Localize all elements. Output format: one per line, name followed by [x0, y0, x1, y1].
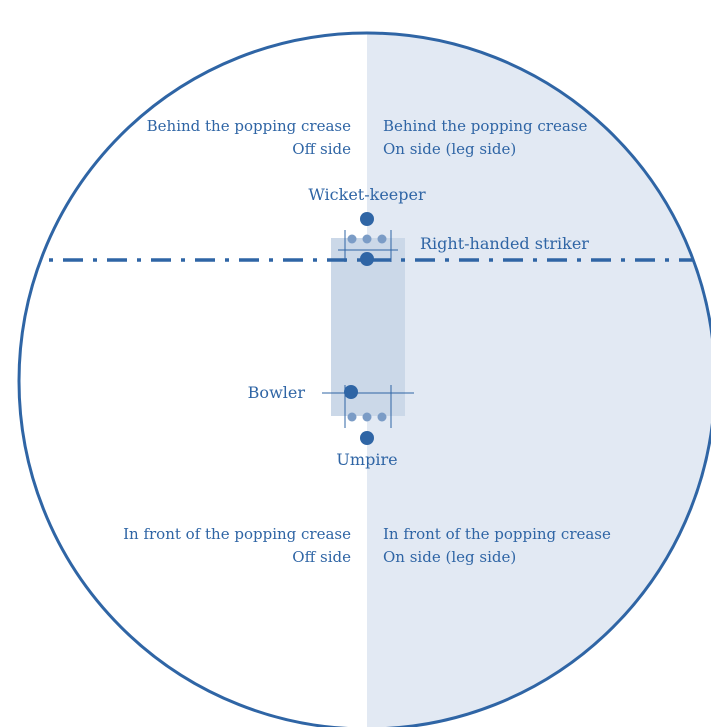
top-right-label-line1: Behind the popping crease: [383, 117, 587, 135]
top-left-label-line2: Off side: [292, 140, 351, 158]
on-side-shading: [367, 33, 711, 727]
pitch: [331, 238, 405, 416]
striker-marker: [360, 252, 374, 266]
wicket-keeper-marker: [360, 212, 374, 226]
top-left-label-line1: Behind the popping crease: [147, 117, 351, 135]
striker-crease: [338, 230, 398, 262]
bottom-right-label-line2: On side (leg side): [383, 548, 516, 566]
bowler-label: Bowler: [248, 383, 306, 402]
field-boundary: [17, 31, 711, 727]
umpire-marker: [360, 431, 374, 445]
bottom-left-label-line2: Off side: [292, 548, 351, 566]
striker-label: Right-handed striker: [420, 234, 589, 253]
bowler-marker: [344, 385, 358, 399]
bottom-right-label-line1: In front of the popping crease: [383, 525, 611, 543]
wicket-keeper-label: Wicket-keeper: [308, 185, 426, 204]
striker-stumps: [347, 234, 387, 244]
top-right-label-line2: On side (leg side): [383, 140, 516, 158]
umpire-label: Umpire: [336, 450, 397, 469]
bottom-left-label-line1: In front of the popping crease: [123, 525, 351, 543]
bowler-stumps: [347, 412, 387, 422]
